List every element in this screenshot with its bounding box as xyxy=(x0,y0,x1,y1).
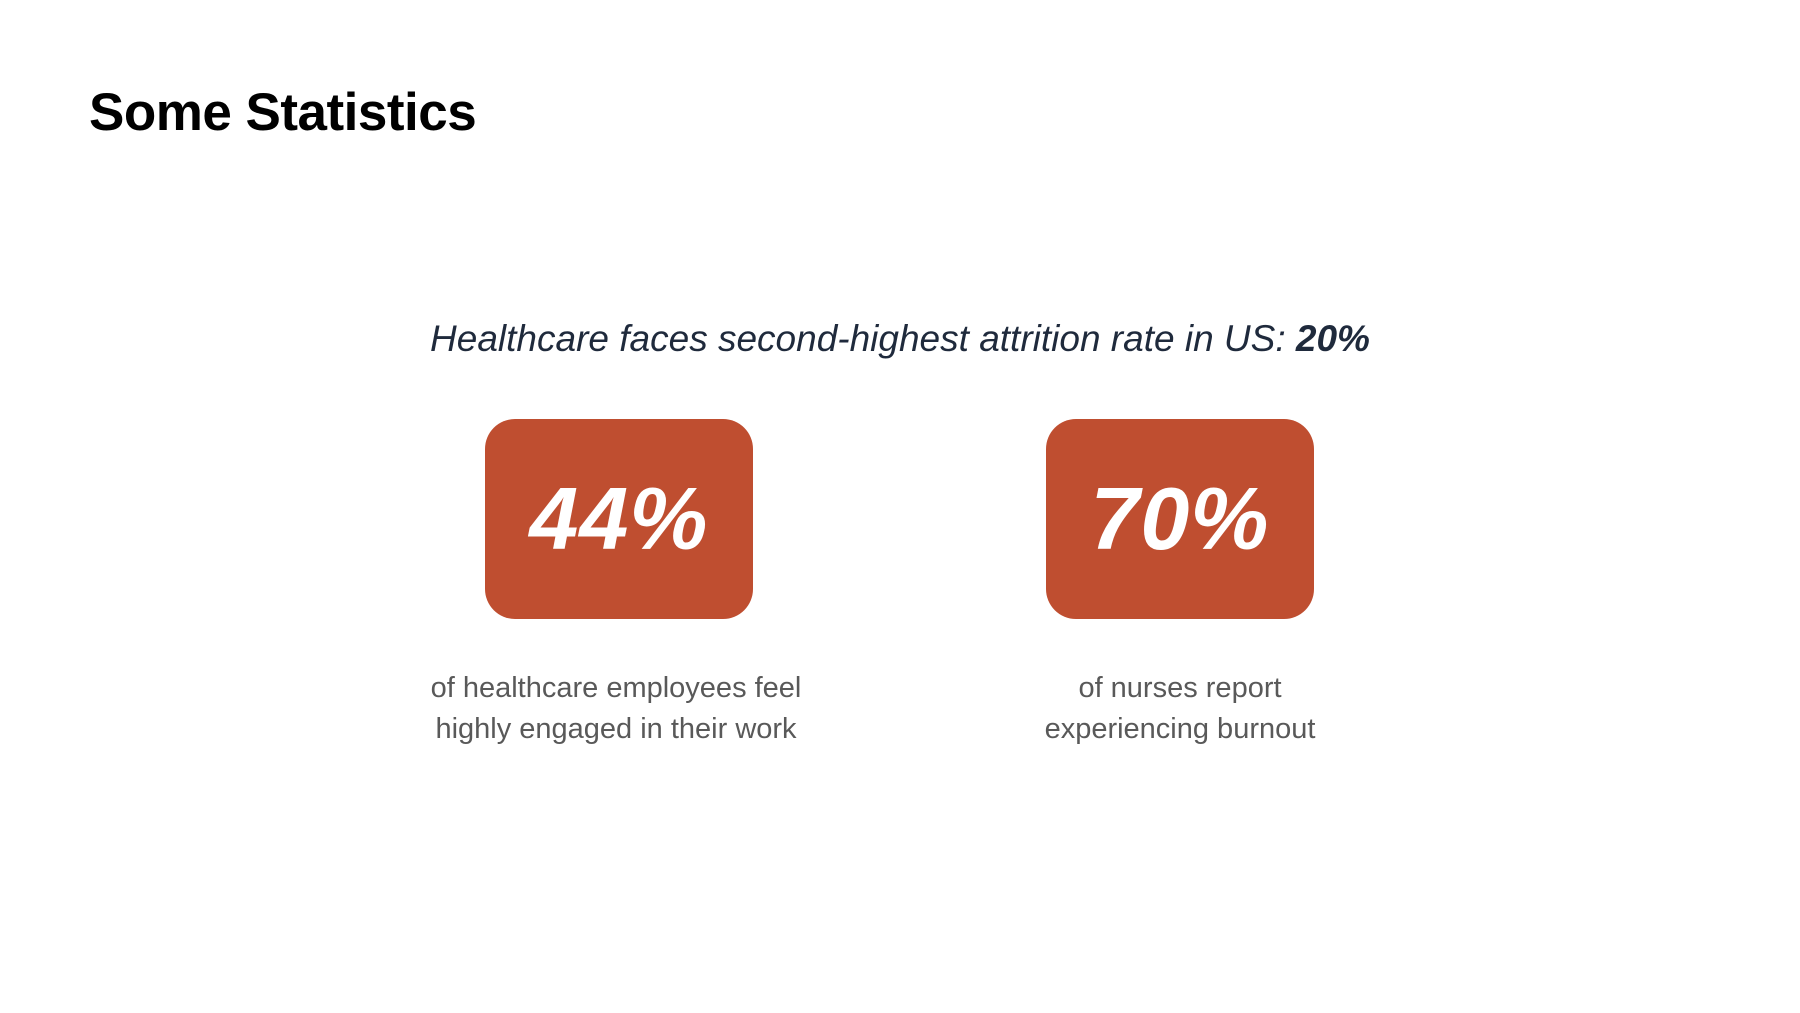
slide-title: Some Statistics xyxy=(89,83,477,142)
stat-caption-line: highly engaged in their work xyxy=(435,713,797,745)
subtitle-text: Healthcare faces second-highest attritio… xyxy=(430,318,1296,359)
stat-value-engagement: 44% xyxy=(529,469,709,568)
subtitle-highlight: 20% xyxy=(1295,318,1370,359)
stat-value-burnout: 70% xyxy=(1090,469,1270,568)
slide-subtitle: Healthcare faces second-highest attritio… xyxy=(0,318,1800,360)
stat-caption-burnout: of nurses report experiencing burnout xyxy=(940,668,1420,750)
stat-caption-line: of nurses report xyxy=(1078,672,1282,704)
stat-card-engagement: 44% xyxy=(485,419,753,619)
stat-caption-engagement: of healthcare employees feel highly enga… xyxy=(376,668,856,750)
stat-caption-line: of healthcare employees feel xyxy=(430,672,802,704)
stat-card-burnout: 70% xyxy=(1046,419,1314,619)
stat-caption-line: experiencing burnout xyxy=(1044,713,1316,745)
